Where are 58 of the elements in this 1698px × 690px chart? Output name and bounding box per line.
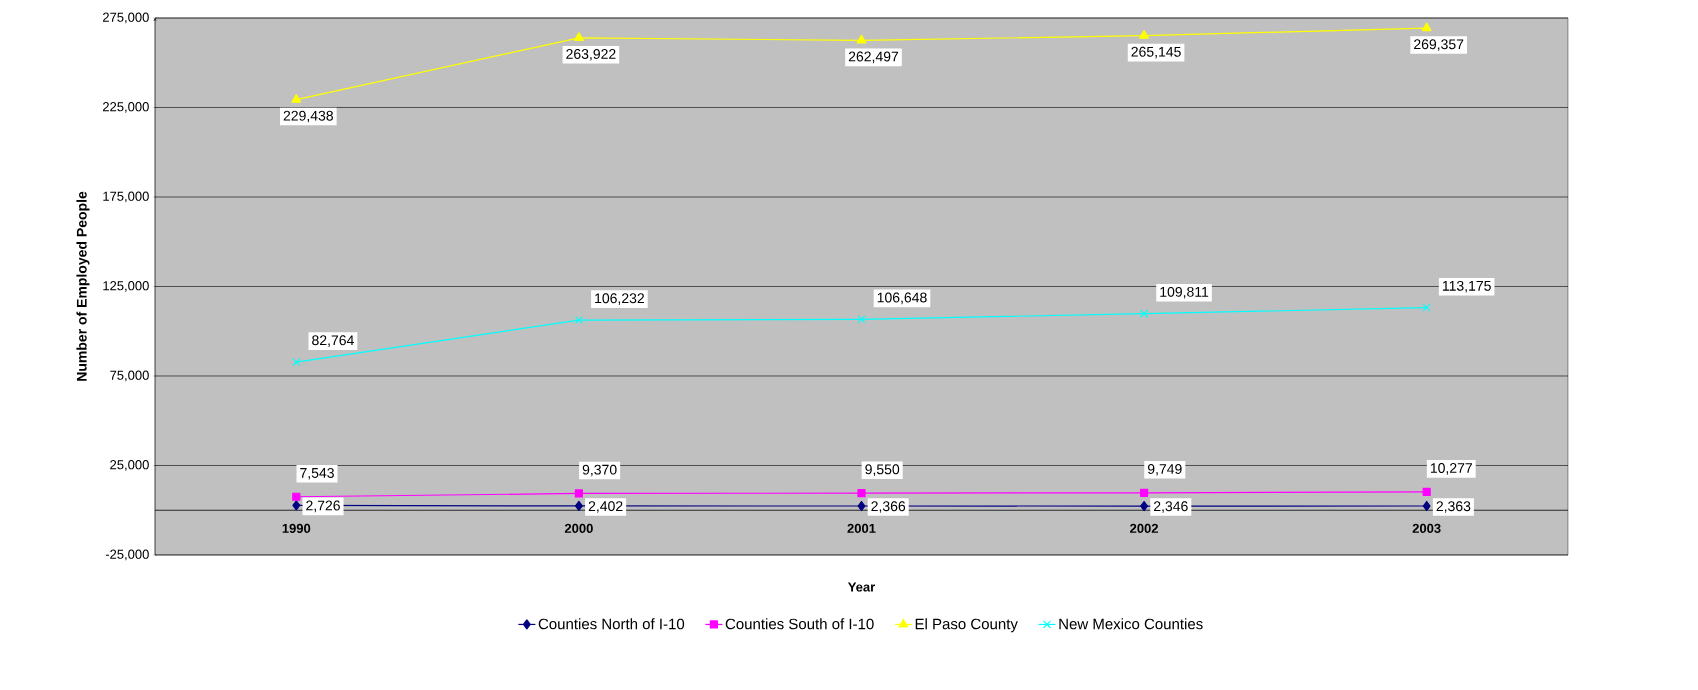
data-label: 10,277: [1430, 463, 1472, 475]
point: [1422, 487, 1431, 496]
data-label: 269,357: [1414, 39, 1464, 51]
point: [291, 93, 302, 103]
y-tick-label: -25,000: [105, 549, 149, 561]
data-label: 106,648: [877, 292, 927, 305]
data-label: 9,749: [1147, 464, 1182, 476]
data-label: 113,175: [1442, 280, 1491, 293]
point: [574, 500, 583, 512]
point: [1422, 500, 1431, 512]
point: [292, 500, 301, 511]
point: [574, 315, 584, 325]
y-tick-label: 275,000: [103, 12, 149, 24]
legend-label: Counties North of I-10: [538, 618, 685, 630]
point: [1139, 30, 1150, 39]
legend-label: El Paso County: [915, 618, 1018, 633]
y-axis-title: Number of Employed People: [76, 191, 90, 381]
data-label: 9,370: [582, 464, 617, 477]
y-tick-label: 225,000: [103, 102, 149, 113]
x-tick-label: 2000: [564, 523, 593, 533]
data-label: 2,402: [588, 501, 623, 513]
x-tick-label: 2001: [847, 523, 876, 533]
data-label: 106,232: [595, 293, 644, 305]
x-tick-label: 2003: [1412, 523, 1441, 533]
data-label: 229,438: [283, 110, 333, 123]
data-label: 262,497: [848, 51, 899, 64]
data-label: 9,550: [865, 464, 900, 476]
point: [856, 34, 867, 44]
y-tick-label: 75,000: [110, 370, 149, 382]
y-tick-label: 175,000: [103, 191, 149, 203]
point: [1421, 22, 1432, 32]
point: [1139, 488, 1149, 497]
y-tick-label: 125,000: [103, 281, 149, 292]
data-label: 7,543: [300, 467, 334, 480]
point: [857, 315, 866, 324]
data-label: 109,811: [1160, 286, 1209, 299]
data-label: 263,922: [566, 49, 616, 61]
legend-label: New Mexico Counties: [1059, 618, 1203, 630]
legend-label: Counties South of I-10: [725, 618, 874, 630]
data-label: 2,726: [306, 500, 340, 513]
point: [1140, 500, 1149, 512]
point: [292, 492, 301, 501]
data-label: 82,764: [312, 335, 354, 347]
point: [857, 489, 866, 498]
point: [574, 489, 583, 498]
data-label: 2,346: [1153, 501, 1188, 513]
data-label: 2,363: [1436, 501, 1471, 513]
x-tick-label: 1990: [282, 523, 311, 533]
point: [1422, 303, 1431, 312]
point: [857, 500, 866, 512]
point: [573, 32, 584, 41]
point: [292, 357, 301, 367]
x-tick-label: 2002: [1130, 523, 1159, 533]
data-label: 2,366: [871, 501, 906, 513]
point: [1139, 309, 1149, 318]
y-tick-label: 25,000: [110, 460, 149, 471]
x-axis-title: Year: [847, 582, 876, 592]
data-label: 265,145: [1131, 46, 1181, 59]
